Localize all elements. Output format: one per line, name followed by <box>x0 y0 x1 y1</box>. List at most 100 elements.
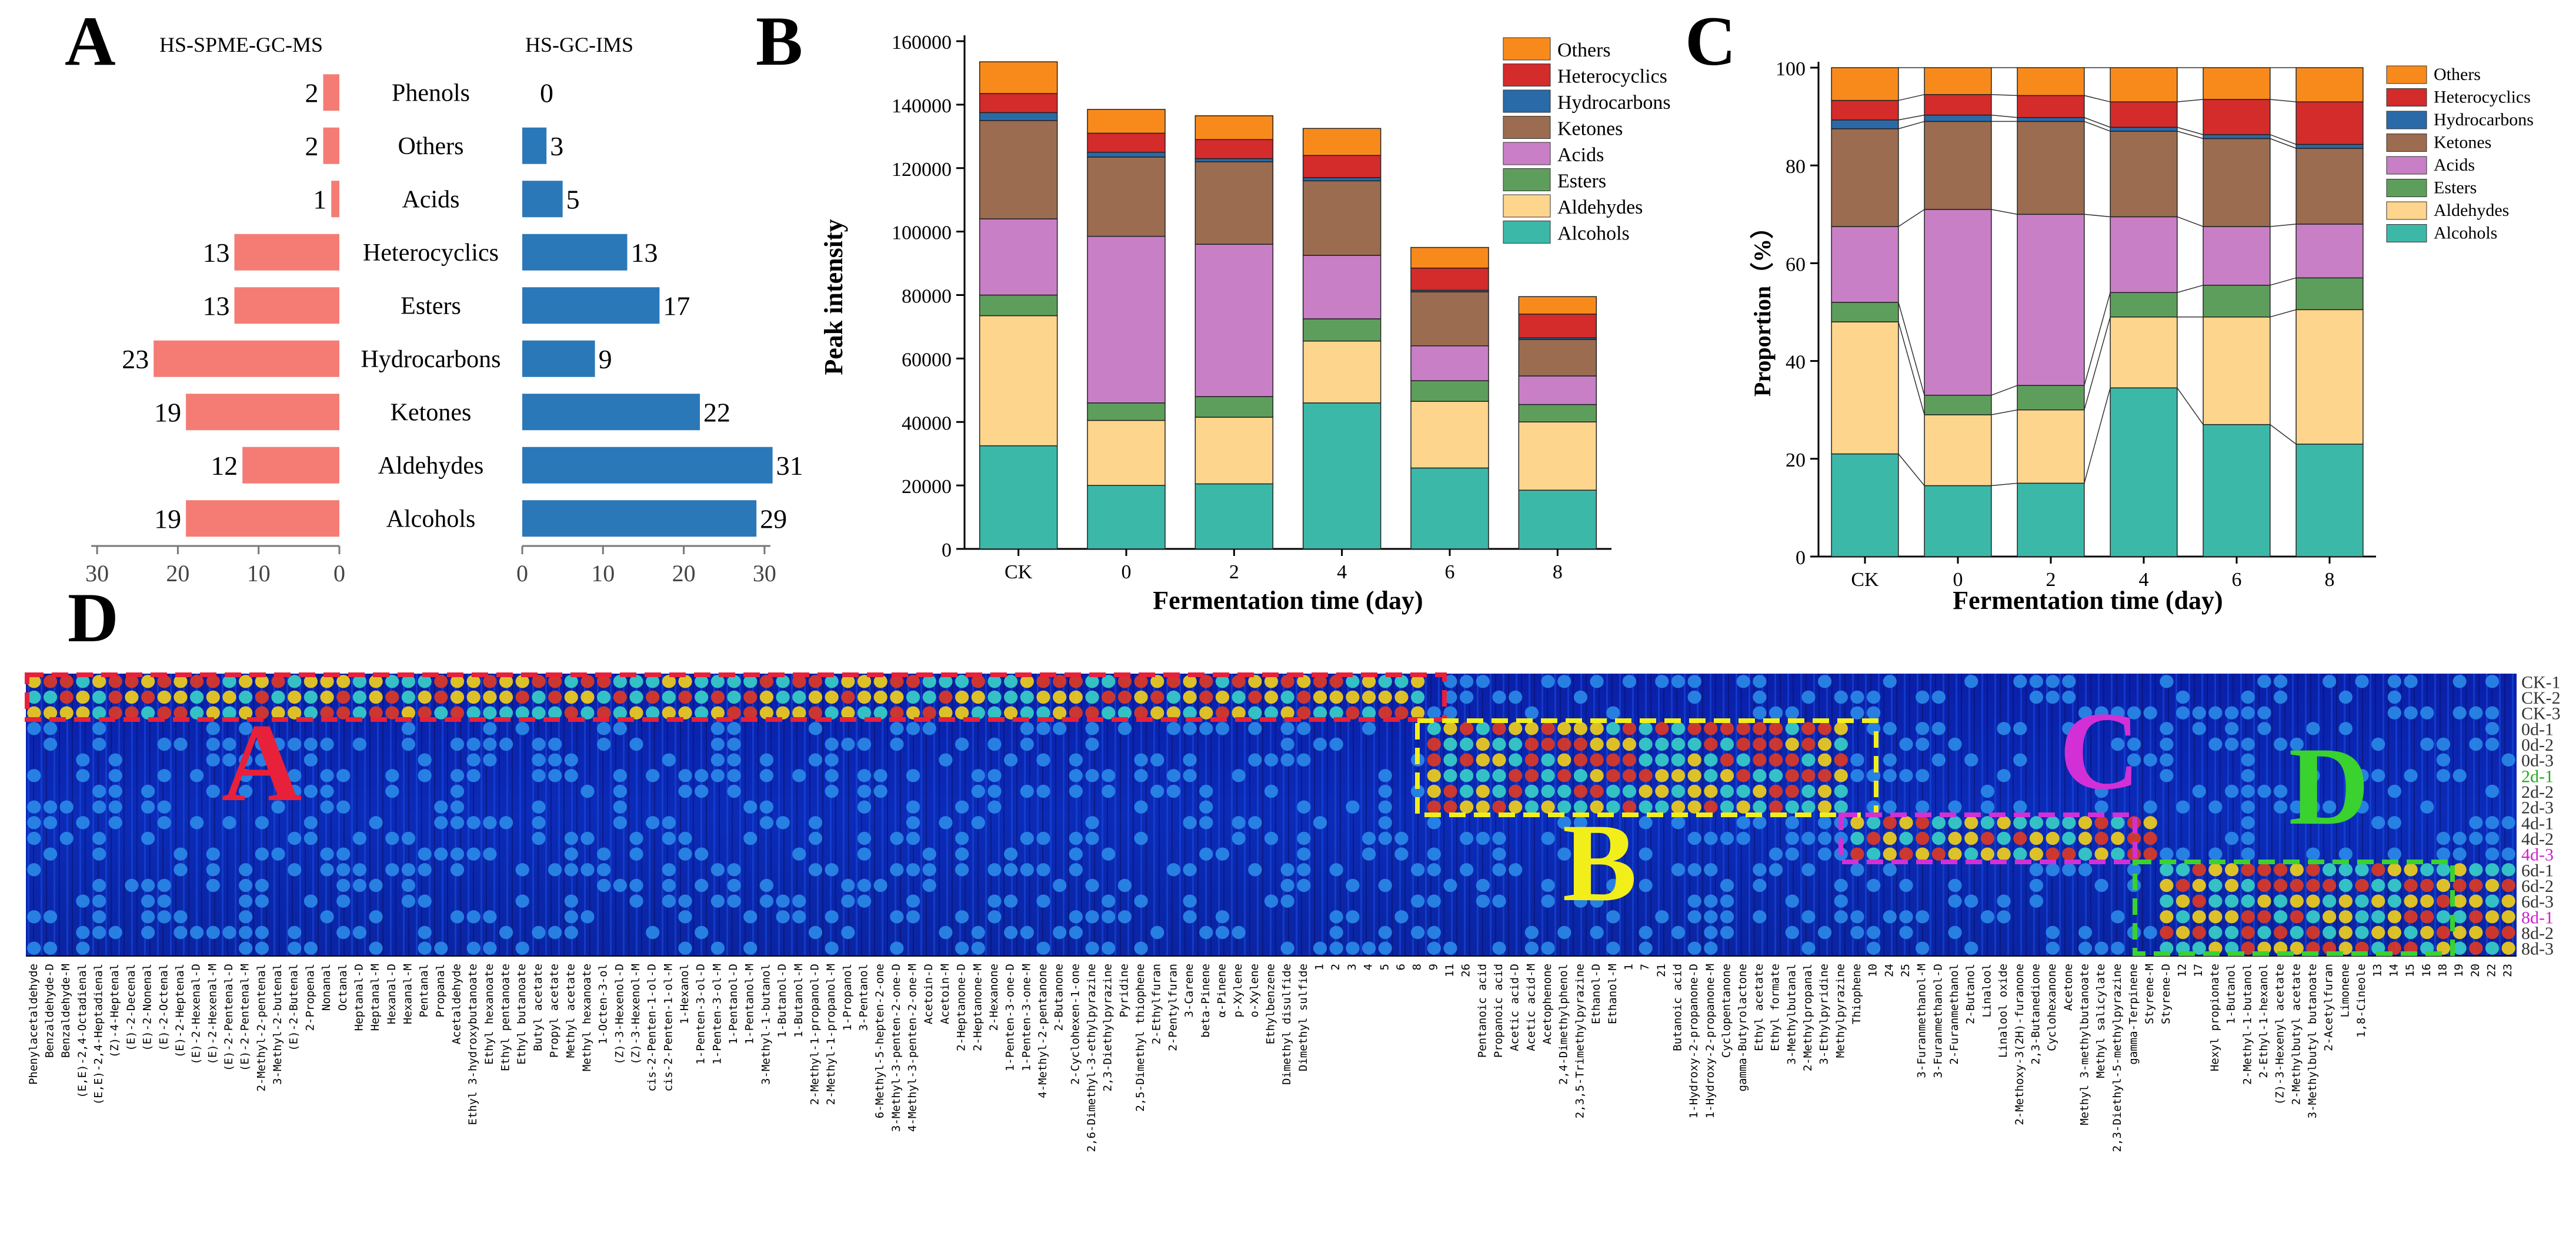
y-tick-label: 60000 <box>902 349 952 371</box>
intensity-spot <box>1964 847 1978 861</box>
connector-line <box>2270 309 2297 318</box>
intensity-spot <box>1883 910 1897 924</box>
connector-line <box>1898 209 1925 227</box>
intensity-spot <box>1769 753 1783 767</box>
intensity-spot <box>206 753 220 767</box>
intensity-spot <box>1573 784 1588 798</box>
intensity-spot <box>2175 878 2190 892</box>
intensity-spot <box>2143 831 2157 845</box>
intensity-spot <box>792 690 806 704</box>
intensity-spot <box>564 706 578 720</box>
intensity-spot <box>1215 722 1230 735</box>
row-label: 6d-3 <box>2521 892 2554 912</box>
column-label: 6 <box>1394 964 1407 970</box>
row-label: 2d-2 <box>2521 782 2554 802</box>
intensity-spot <box>2175 925 2190 940</box>
column-label: 1-Butanol-M <box>792 964 805 1038</box>
intensity-spot <box>2452 925 2467 940</box>
intensity-spot <box>939 706 953 720</box>
intensity-spot <box>2029 675 2044 688</box>
intensity-spot <box>157 878 171 892</box>
intensity-spot <box>1671 675 1686 688</box>
intensity-spot <box>1655 769 1669 782</box>
intensity-spot <box>1753 784 1767 798</box>
intensity-spot <box>646 675 660 688</box>
intensity-spot <box>239 722 253 735</box>
intensity-spot <box>678 690 692 704</box>
bar-segment-others <box>1087 109 1166 134</box>
column-label: Methyl salicylate <box>2094 964 2107 1078</box>
intensity-spot <box>2208 925 2223 940</box>
intensity-spot <box>466 769 481 782</box>
connector-line <box>1991 409 2018 415</box>
intensity-spot <box>2338 690 2353 704</box>
intensity-spot <box>825 675 839 688</box>
column-label: (E)-2-Heptenal <box>173 964 186 1058</box>
intensity-spot <box>1183 753 1197 767</box>
intensity-spot <box>613 722 627 735</box>
left-tick-label: 10 <box>247 560 271 587</box>
intensity-spot <box>288 831 302 845</box>
intensity-spot <box>1394 847 1409 861</box>
row-label: 6d-1 <box>2521 861 2554 880</box>
column-label: 1-Penten-3-ol-M <box>710 964 723 1065</box>
intensity-spot <box>108 769 122 782</box>
intensity-spot <box>743 910 758 924</box>
intensity-spot <box>2160 722 2174 735</box>
intensity-spot <box>1329 910 1343 924</box>
intensity-spot <box>1443 675 1457 688</box>
intensity-spot <box>190 925 204 940</box>
intensity-spot <box>401 878 416 892</box>
intensity-spot <box>1883 831 1897 845</box>
intensity-spot <box>2501 925 2515 940</box>
bar-segment-acids <box>2203 226 2271 286</box>
intensity-spot <box>1069 690 1083 704</box>
column-label: 7 <box>1639 964 1651 970</box>
intensity-spot <box>1867 941 1881 955</box>
intensity-spot <box>2290 737 2304 751</box>
intensity-spot <box>1102 769 1116 782</box>
intensity-spot <box>580 910 595 924</box>
intensity-spot <box>92 894 106 908</box>
intensity-spot <box>1232 816 1246 830</box>
intensity-spot <box>2469 816 2483 830</box>
connector-line <box>1898 94 1925 101</box>
intensity-spot <box>922 675 936 688</box>
column-label: 2-Heptanone-D <box>955 964 968 1051</box>
intensity-spot <box>2355 910 2369 924</box>
intensity-spot <box>271 737 285 751</box>
intensity-spot <box>1524 784 1539 798</box>
intensity-spot <box>1134 831 1148 845</box>
intensity-spot <box>2338 847 2353 861</box>
intensity-spot <box>1606 722 1620 735</box>
intensity-spot <box>2111 847 2125 861</box>
intensity-spot <box>1280 675 1294 688</box>
intensity-spot <box>808 706 823 720</box>
intensity-spot <box>1557 925 1571 940</box>
column-label: 3-Methylbutanal <box>1785 964 1798 1065</box>
intensity-spot <box>1785 722 1799 735</box>
intensity-spot <box>710 675 725 688</box>
intensity-spot <box>532 690 546 704</box>
intensity-spot <box>1264 831 1279 845</box>
bar-segment-hydrocarbons <box>2295 144 2364 149</box>
right-bar-others <box>522 127 547 164</box>
intensity-spot <box>2274 925 2288 940</box>
intensity-spot <box>141 894 155 908</box>
intensity-spot <box>320 769 334 782</box>
intensity-spot <box>727 722 741 735</box>
intensity-spot <box>92 925 106 940</box>
intensity-spot <box>1394 706 1409 720</box>
intensity-spot <box>2241 863 2255 877</box>
intensity-spot <box>1134 800 1148 814</box>
intensity-spot <box>2501 847 2515 861</box>
intensity-spot <box>2387 706 2402 720</box>
intensity-spot <box>1916 800 1930 814</box>
intensity-spot <box>1687 910 1701 924</box>
intensity-spot <box>2436 894 2451 908</box>
intensity-spot <box>2338 722 2353 735</box>
intensity-spot <box>1817 769 1832 782</box>
intensity-spot <box>320 910 334 924</box>
connector-line <box>2270 134 2297 145</box>
intensity-spot <box>971 706 985 720</box>
